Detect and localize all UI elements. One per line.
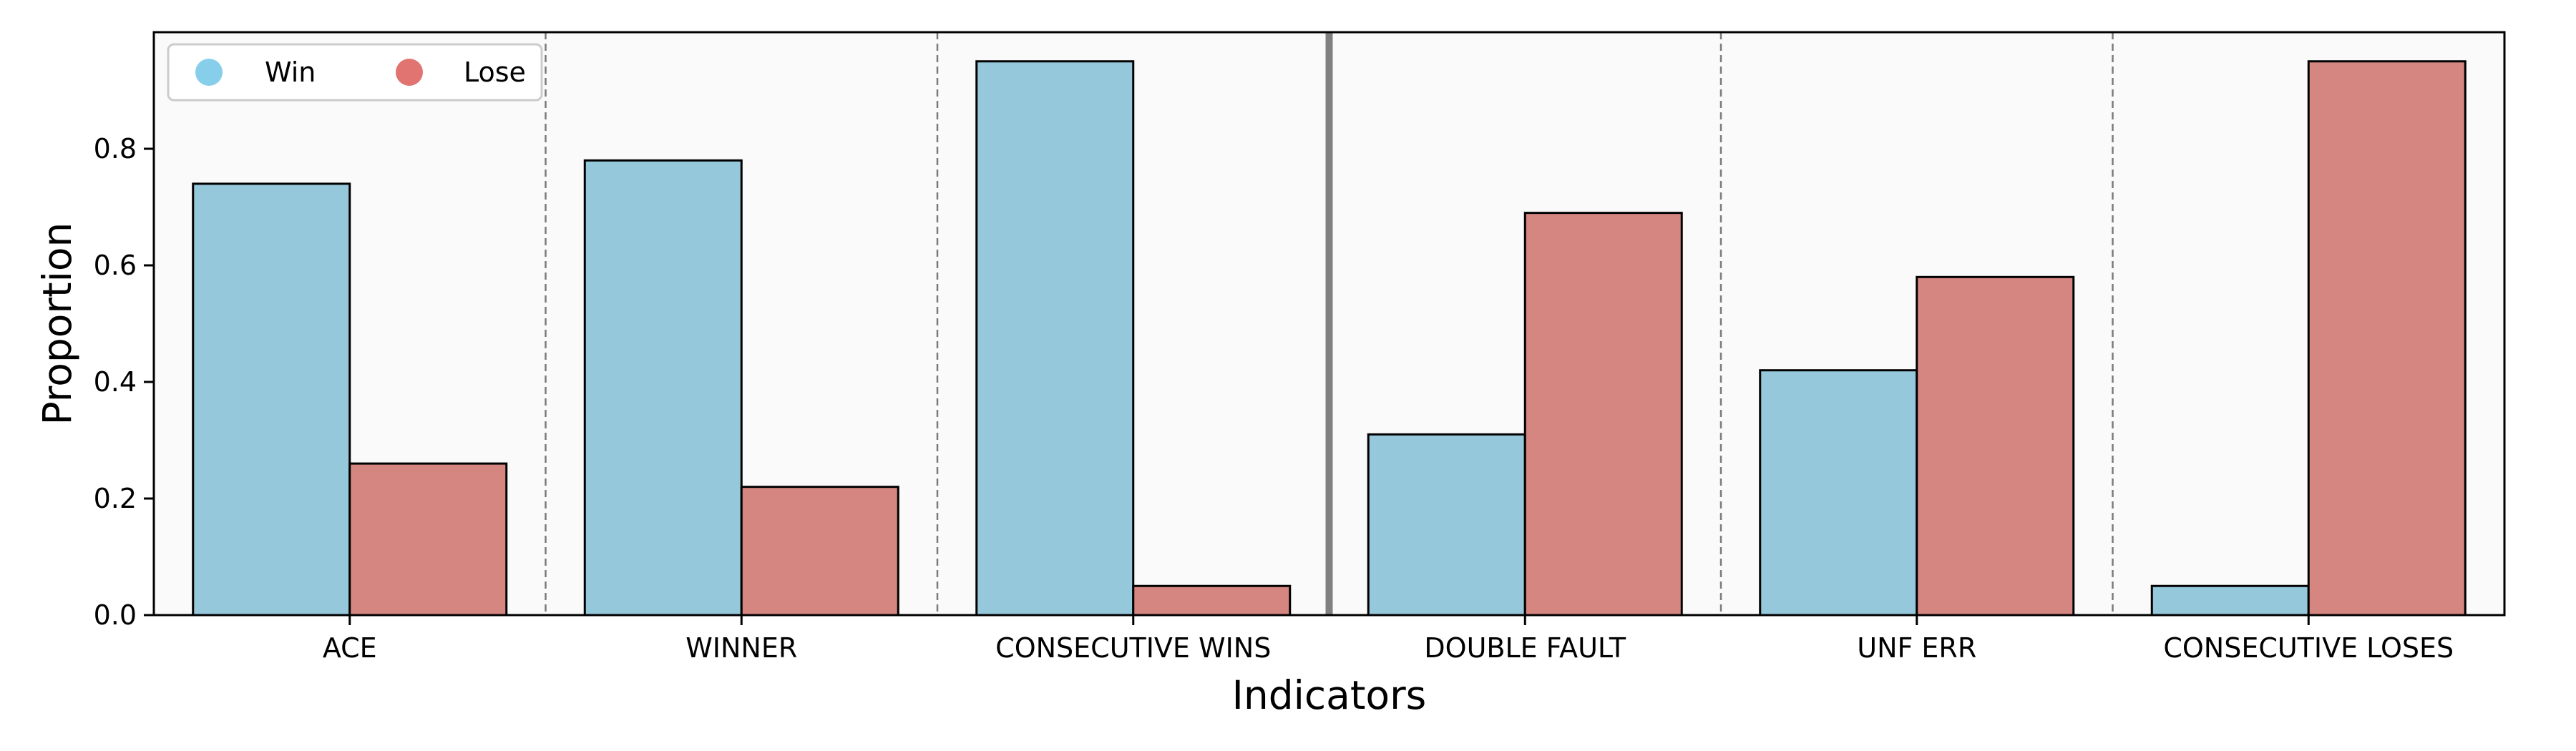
bar-win-consecutive-wins [975,60,1135,617]
y-tick-label: 0.2 [94,483,137,514]
x-tick-label: CONSECUTIVE LOSES [2163,632,2454,664]
bar-win-winner [583,159,743,617]
x-tick-label: CONSECUTIVE WINS [995,632,1271,664]
bar-win-consecutive-loses [2150,584,2310,617]
legend-marker-lose [396,59,423,86]
bar-lose-winner [740,486,899,617]
y-axis-label: Proportion [34,222,80,426]
bar-lose-consecutive-loses [2307,60,2467,617]
legend-label-lose: Lose [464,57,526,88]
legend: Win Lose [167,43,543,102]
bar-win-unf-err [1759,369,1918,617]
x-tick-label: UNF ERR [1857,632,1976,664]
bar-lose-ace [348,462,508,617]
x-axis-label: Indicators [1232,672,1427,718]
bar-lose-consecutive-wins [1132,584,1292,617]
x-tick-label: DOUBLE FAULT [1424,632,1626,664]
y-tick-label: 0.4 [94,366,137,398]
bar-win-double-fault [1367,433,1526,617]
bar-lose-double-fault [1523,212,1683,617]
legend-box [167,43,543,102]
plot-frame [152,31,2506,617]
x-tick-label: ACE [323,632,377,664]
legend-label-win: Win [265,57,316,88]
y-tick-label: 0.6 [94,250,137,281]
x-tick-label: WINNER [686,632,797,664]
legend-marker-win [195,59,223,86]
y-tick-label: 0.0 [94,599,137,631]
bar-win-ace [192,182,351,617]
y-tick-label: 0.8 [94,133,137,165]
bar-lose-unf-err [1916,275,2075,617]
